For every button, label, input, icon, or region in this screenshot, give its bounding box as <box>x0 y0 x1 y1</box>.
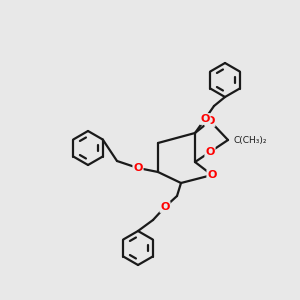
Text: O: O <box>205 116 215 126</box>
Text: O: O <box>133 163 143 173</box>
Text: O: O <box>160 202 170 212</box>
Text: O: O <box>205 147 215 157</box>
Text: O: O <box>200 114 210 124</box>
Text: O: O <box>207 170 217 180</box>
Text: C(CH₃)₂: C(CH₃)₂ <box>234 136 268 145</box>
